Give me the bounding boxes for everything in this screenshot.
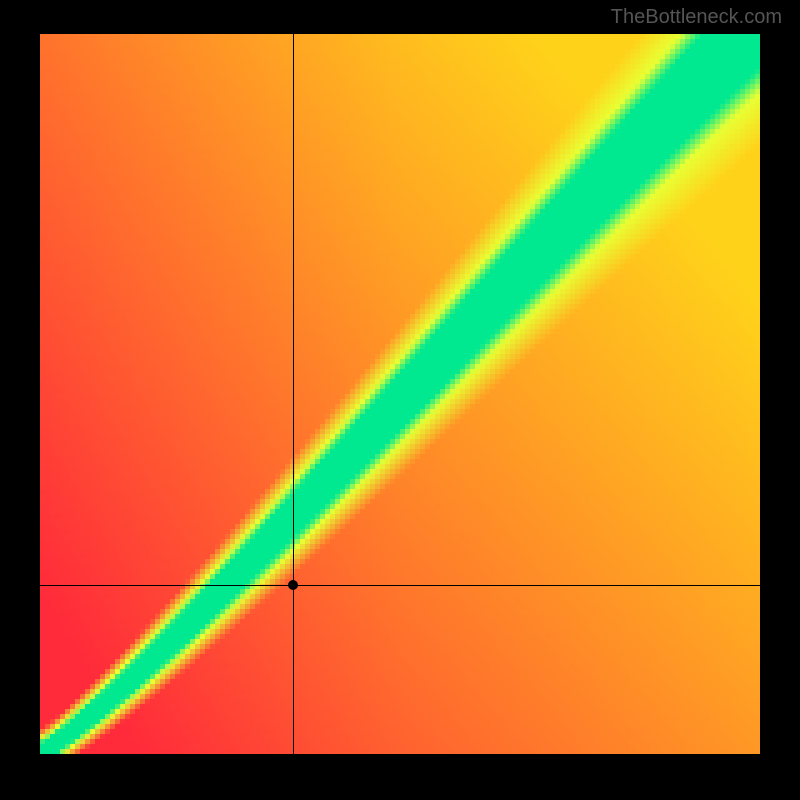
chart-container: TheBottleneck.com: [0, 0, 800, 800]
heatmap-canvas: [40, 34, 760, 754]
marker-dot: [288, 580, 298, 590]
crosshair-vertical: [293, 34, 294, 754]
watermark-text: TheBottleneck.com: [611, 6, 782, 29]
crosshair-horizontal: [40, 585, 760, 586]
plot-area: [40, 34, 760, 754]
